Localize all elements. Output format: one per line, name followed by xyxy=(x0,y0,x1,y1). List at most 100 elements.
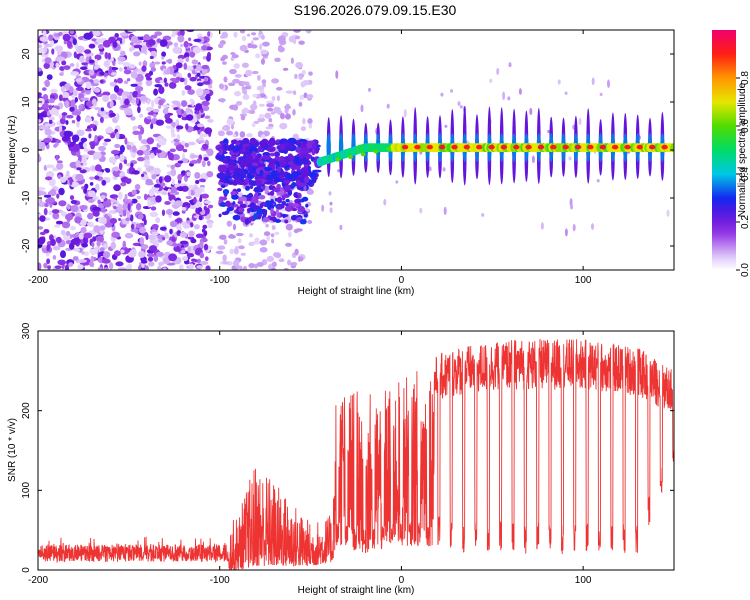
noise-blob xyxy=(89,123,95,129)
noise-blob xyxy=(540,222,544,230)
chart-title: S196.2026.079.09.15.E30 xyxy=(293,2,457,18)
noise-blob xyxy=(481,213,485,217)
noise-blob xyxy=(175,144,185,152)
noise-blob xyxy=(75,159,81,167)
noise-blob xyxy=(43,137,52,143)
noise-blob xyxy=(99,71,105,76)
noise-blob xyxy=(119,98,124,106)
noise-blob xyxy=(442,167,446,172)
noise-blob xyxy=(199,196,203,202)
noise-blob xyxy=(171,133,176,138)
noise-blob xyxy=(186,220,191,224)
noise-blob xyxy=(150,170,155,175)
noise-blob xyxy=(271,78,280,84)
noise-blob xyxy=(79,205,88,210)
noise-blob xyxy=(529,107,533,116)
noise-blob xyxy=(298,101,303,107)
noise-blob xyxy=(151,99,155,108)
noise-blob xyxy=(153,183,161,188)
noise-blob xyxy=(360,104,364,113)
noise-blob xyxy=(38,226,44,230)
noise-blob xyxy=(301,70,306,75)
noise-blob xyxy=(268,118,273,123)
noise-blob xyxy=(149,62,156,69)
noise-blob xyxy=(276,196,283,204)
noise-blob xyxy=(166,67,171,75)
noise-blob xyxy=(403,108,407,118)
noise-blob xyxy=(591,223,594,231)
noise-blob xyxy=(75,62,80,70)
noise-blob xyxy=(41,103,50,110)
signal-blob xyxy=(229,155,237,161)
noise-blob xyxy=(199,132,204,139)
noise-blob xyxy=(266,100,275,105)
noise-blob xyxy=(207,222,213,229)
noise-blob xyxy=(186,252,195,258)
noise-blob xyxy=(108,156,117,164)
noise-blob xyxy=(265,223,269,228)
noise-blob xyxy=(226,220,232,227)
noise-blob xyxy=(63,65,71,71)
noise-blob xyxy=(71,120,76,124)
noise-blob xyxy=(132,125,138,130)
noise-blob xyxy=(196,258,201,264)
noise-blob xyxy=(137,156,145,162)
noise-blob xyxy=(257,215,261,220)
noise-blob xyxy=(201,160,206,168)
noise-blob xyxy=(302,80,306,88)
noise-blob xyxy=(76,115,81,122)
noise-blob xyxy=(187,141,196,146)
noise-blob xyxy=(124,232,134,239)
noise-blob xyxy=(167,58,173,64)
noise-blob xyxy=(83,251,90,256)
noise-blob xyxy=(578,117,582,126)
noise-blob xyxy=(157,239,163,243)
noise-blob xyxy=(114,155,120,160)
carrier-peak xyxy=(414,144,421,150)
noise-blob xyxy=(83,232,93,239)
noise-blob xyxy=(61,60,67,66)
noise-blob xyxy=(187,72,192,78)
noise-blob xyxy=(120,104,129,109)
colorbar-label: Normalized spectral amplitude xyxy=(737,82,748,217)
carrier-peak xyxy=(500,144,508,150)
noise-blob xyxy=(259,239,268,246)
noise-blob xyxy=(248,192,253,199)
noise-blob xyxy=(59,250,67,259)
noise-blob xyxy=(130,71,138,79)
noise-blob xyxy=(74,216,82,224)
noise-blob xyxy=(109,217,118,224)
noise-blob xyxy=(56,193,60,199)
noise-blob xyxy=(137,88,141,96)
noise-blob xyxy=(161,61,166,65)
noise-blob xyxy=(44,176,53,181)
noise-blob xyxy=(85,81,92,90)
noise-blob xyxy=(258,103,265,107)
signal-blob xyxy=(263,167,273,172)
noise-blob xyxy=(262,41,270,47)
noise-blob xyxy=(146,253,155,258)
noise-blob xyxy=(177,35,185,43)
noise-blob xyxy=(113,166,119,172)
noise-blob xyxy=(300,256,304,262)
noise-blob xyxy=(187,37,192,42)
noise-blob xyxy=(183,40,189,48)
noise-blob xyxy=(45,164,55,169)
noise-blob xyxy=(102,94,110,103)
signal-blob xyxy=(300,166,309,173)
noise-blob xyxy=(180,249,186,254)
noise-blob xyxy=(103,267,109,270)
noise-blob xyxy=(252,93,258,98)
noise-blob xyxy=(102,251,111,259)
noise-blob xyxy=(235,265,243,269)
noise-blob xyxy=(281,202,285,209)
noise-blob xyxy=(133,44,143,49)
noise-blob xyxy=(202,80,211,85)
noise-blob xyxy=(93,65,99,70)
noise-blob xyxy=(295,61,303,69)
noise-blob xyxy=(122,240,127,249)
noise-blob xyxy=(155,178,160,185)
noise-blob xyxy=(84,49,92,54)
x-tick-label: 100 xyxy=(575,275,592,286)
signal-blob xyxy=(273,177,281,183)
